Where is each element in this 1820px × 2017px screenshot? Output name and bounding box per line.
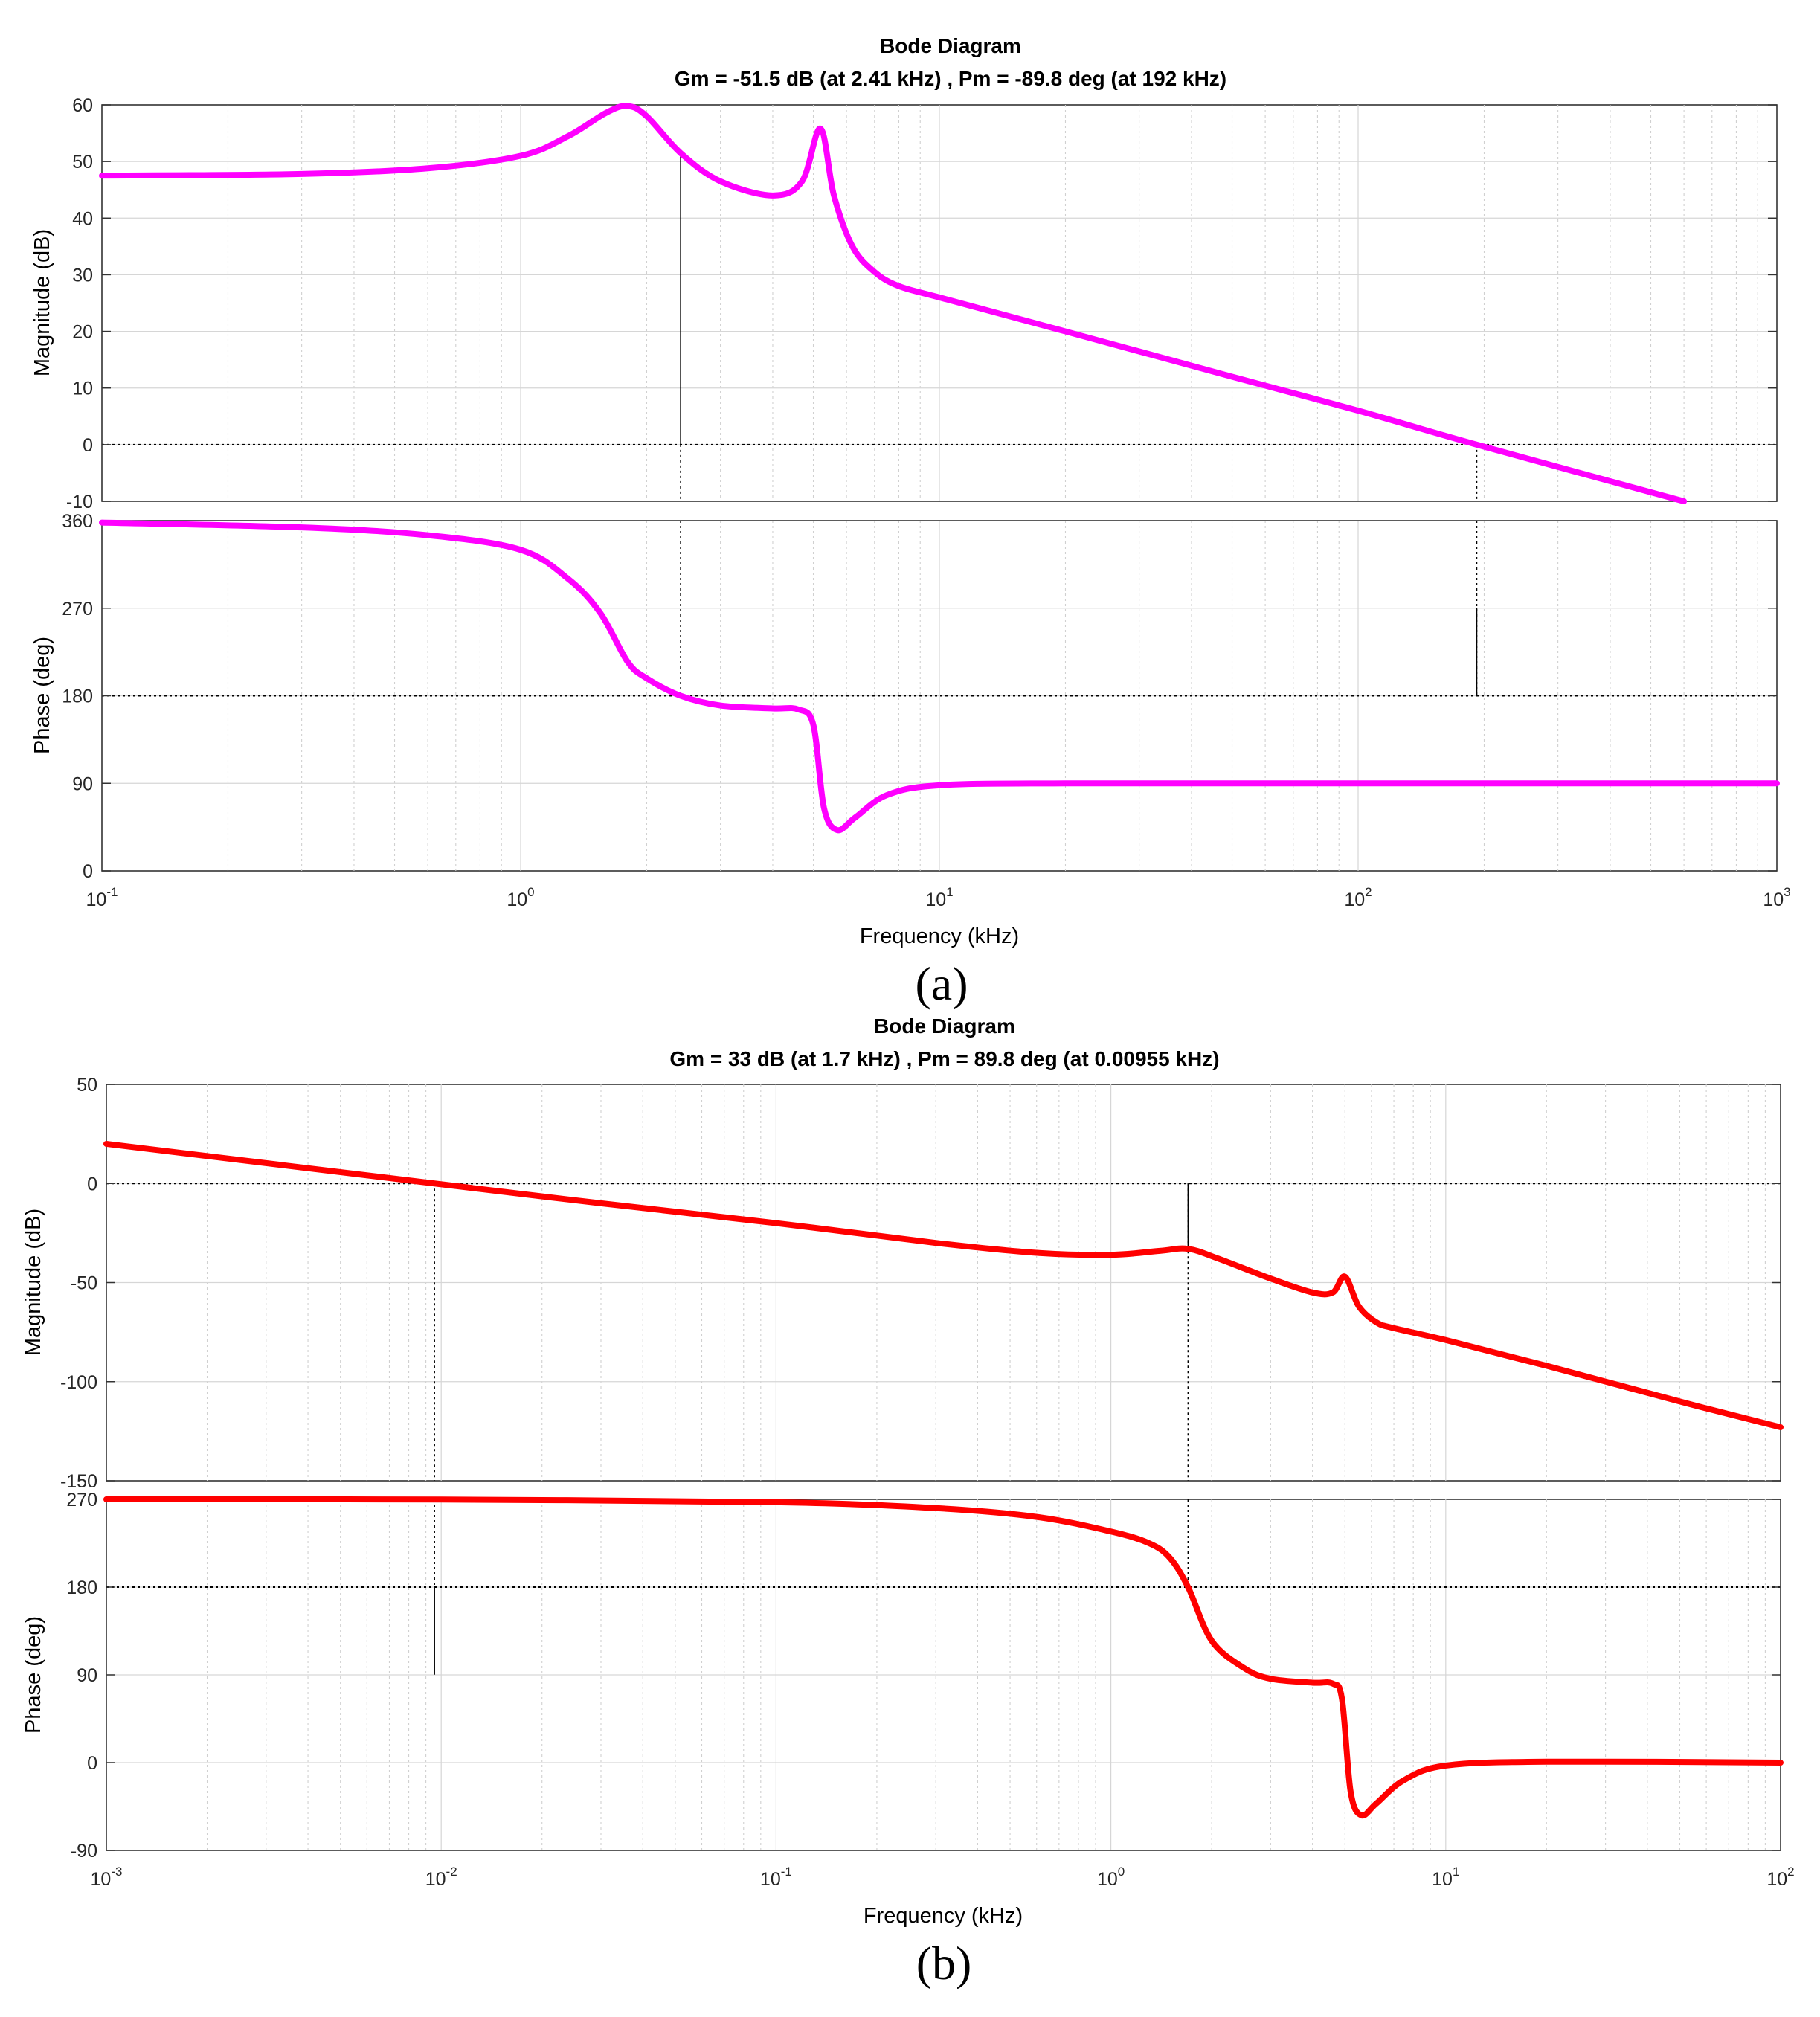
panel-b-xtick-label: 10-2 — [425, 1865, 457, 1890]
panel-a-xtick-exponent: -1 — [106, 885, 118, 899]
panel-a-magnitude-ytick-label: 30 — [72, 265, 93, 286]
panel-b-xtick-exponent: -1 — [781, 1865, 792, 1879]
panel-a-xtick-base: 10 — [1763, 890, 1784, 910]
panel-b-magnitude-ytick-label: -150 — [60, 1471, 97, 1492]
panel-b-title: Bode Diagram — [874, 1014, 1015, 1038]
panel-b-caption: (b) — [916, 1937, 972, 1989]
panel-a-phase-ytick-label: 360 — [62, 511, 93, 532]
panel-a-x-ticks: 10-1 100 101 102 103 — [86, 885, 1791, 910]
panel-a-xtick-exponent: 1 — [946, 885, 953, 899]
panel-b-xtick-exponent: 0 — [1118, 1865, 1125, 1879]
panel-a-caption: (a) — [915, 957, 968, 1010]
panel-b-phase-grid — [106, 1499, 1781, 1850]
panel-b-xtick-exponent: 2 — [1787, 1865, 1794, 1879]
panel-b-phase-curve — [103, 1496, 1784, 1819]
panel-b-phase-ytick-label: 90 — [77, 1665, 97, 1686]
panel-a-xtick-exponent: 3 — [1784, 885, 1790, 899]
panel-b-xlabel: Frequency (kHz) — [864, 1904, 1023, 1928]
panel-a-phase-curve-group — [99, 519, 1780, 834]
panel-b-xtick-label: 10-3 — [91, 1865, 123, 1890]
panel-b-phase-axes: 270 180 90 0 -90 Phase (deg) — [22, 1490, 1784, 1862]
panel-a-xtick-exponent: 0 — [527, 885, 534, 899]
panel-b-xtick-label: 102 — [1766, 1865, 1794, 1890]
panel-a-xtick-label: 100 — [507, 885, 534, 910]
panel-b-magnitude-ytick-label: -100 — [60, 1372, 97, 1393]
panel-a-phase-ticks: 360 270 180 90 0 — [62, 511, 1777, 882]
panel-b-xtick-base: 10 — [1432, 1869, 1453, 1890]
panel-a-subtitle: Gm = -51.5 dB (at 2.41 kHz) , Pm = -89.8… — [675, 67, 1226, 90]
panel-b-phase-ytick-label: 180 — [66, 1577, 97, 1598]
panel-b-magnitude-grid — [106, 1084, 1781, 1481]
panel-a-magnitude-ytick-label: 50 — [72, 152, 93, 173]
panel-a-xtick-base: 10 — [507, 890, 527, 910]
panel-a-xtick-label: 10-1 — [86, 885, 118, 910]
panel-b-magnitude-curve-group — [103, 1140, 1784, 1431]
panel-b-xtick-exponent: -3 — [111, 1865, 122, 1879]
panel-a-magnitude-ylabel: Magnitude (dB) — [30, 229, 54, 376]
panel-b-magnitude-ytick-label: -50 — [71, 1273, 97, 1294]
panel-b-phase-ytick-label: -90 — [71, 1841, 97, 1862]
panel-a-magnitude-curve — [99, 103, 1688, 504]
panel-a-phase-markers — [680, 521, 1478, 696]
panel-a-xtick-base: 10 — [86, 890, 107, 910]
panel-b-xtick-exponent: -2 — [446, 1865, 457, 1879]
panel-b-xtick-label: 100 — [1097, 1865, 1125, 1890]
panel-a-magnitude-curve-group — [99, 103, 1688, 504]
panel-a-xtick-label: 101 — [925, 885, 953, 910]
panel-b-xtick-base: 10 — [1766, 1869, 1787, 1890]
panel-a-xlabel: Frequency (kHz) — [860, 924, 1019, 948]
panel-b-subtitle: Gm = 33 dB (at 1.7 kHz) , Pm = 89.8 deg … — [669, 1047, 1219, 1070]
panel-a: Bode Diagram Gm = -51.5 dB (at 2.41 kHz)… — [30, 34, 1791, 1010]
panel-b-xtick-label: 101 — [1432, 1865, 1459, 1890]
panel-b-phase-ytick-label: 270 — [66, 1490, 97, 1511]
panel-a-magnitude-ticks: 60 50 40 30 20 10 0 -10 — [66, 95, 1777, 512]
panel-a-phase-ytick-label: 0 — [83, 861, 93, 882]
panel-a-magnitude-grid — [102, 105, 1777, 501]
panel-b-x-ticks: 10-3 10-2 10-1 100 101 102 — [91, 1865, 1795, 1890]
panel-a-xtick-label: 102 — [1344, 885, 1372, 910]
panel-a-magnitude-ytick-label: 60 — [72, 95, 93, 116]
panel-b-xtick-base: 10 — [1097, 1869, 1118, 1890]
panel-a-phase-ytick-label: 180 — [62, 686, 93, 707]
panel-b-phase-markers — [434, 1499, 1189, 1675]
panel-a-magnitude-ytick-label: -10 — [66, 492, 93, 512]
panel-a-xtick-label: 103 — [1763, 885, 1790, 910]
panel-a-xtick-exponent: 2 — [1365, 885, 1372, 899]
panel-b-phase-ylabel: Phase (deg) — [22, 1616, 45, 1734]
panel-b-phase-ytick-label: 0 — [87, 1753, 97, 1774]
panel-a-magnitude-ytick-label: 0 — [83, 435, 93, 456]
panel-a-magnitude-markers — [680, 152, 1478, 501]
panel-b-phase-curve-group — [103, 1496, 1784, 1819]
panel-a-xtick-base: 10 — [925, 890, 946, 910]
panel-a-magnitude-ytick-label: 10 — [72, 379, 93, 399]
panel-a-phase-axes: 360 270 180 90 0 Phase (deg) — [30, 511, 1780, 882]
panel-b-magnitude-ytick-label: 50 — [77, 1075, 97, 1096]
panel-b-xtick-base: 10 — [91, 1869, 112, 1890]
panel-a-phase-ytick-label: 270 — [62, 599, 93, 620]
panel-a-phase-curve — [99, 519, 1780, 834]
panel-b-magnitude-ticks: 50 0 -50 -100 -150 — [60, 1075, 1781, 1492]
panel-b-magnitude-markers — [434, 1183, 1189, 1481]
panel-b-magnitude-ylabel: Magnitude (dB) — [22, 1209, 45, 1356]
panel-a-magnitude-ytick-label: 40 — [72, 208, 93, 229]
panel-a-phase-ytick-label: 90 — [72, 773, 93, 794]
panel-b-xtick-base: 10 — [425, 1869, 446, 1890]
panel-a-magnitude-ytick-label: 20 — [72, 322, 93, 343]
panel-a-title: Bode Diagram — [880, 34, 1021, 57]
panel-b-xtick-base: 10 — [760, 1869, 781, 1890]
panel-a-phase-ylabel: Phase (deg) — [30, 637, 54, 754]
panel-b-magnitude-ytick-label: 0 — [87, 1174, 97, 1194]
panel-b-xtick-label: 10-1 — [760, 1865, 792, 1890]
panel-b-magnitude-axes: 50 0 -50 -100 -150 Magnitude (dB) — [22, 1075, 1784, 1492]
panel-b: Bode Diagram Gm = 33 dB (at 1.7 kHz) , P… — [22, 1014, 1795, 1989]
panel-b-magnitude-curve — [103, 1140, 1784, 1431]
panel-b-xtick-exponent: 1 — [1453, 1865, 1459, 1879]
panel-a-xtick-base: 10 — [1344, 890, 1365, 910]
panel-a-magnitude-axes: 60 50 40 30 20 10 0 -10 Magnitude (dB) — [30, 95, 1778, 512]
